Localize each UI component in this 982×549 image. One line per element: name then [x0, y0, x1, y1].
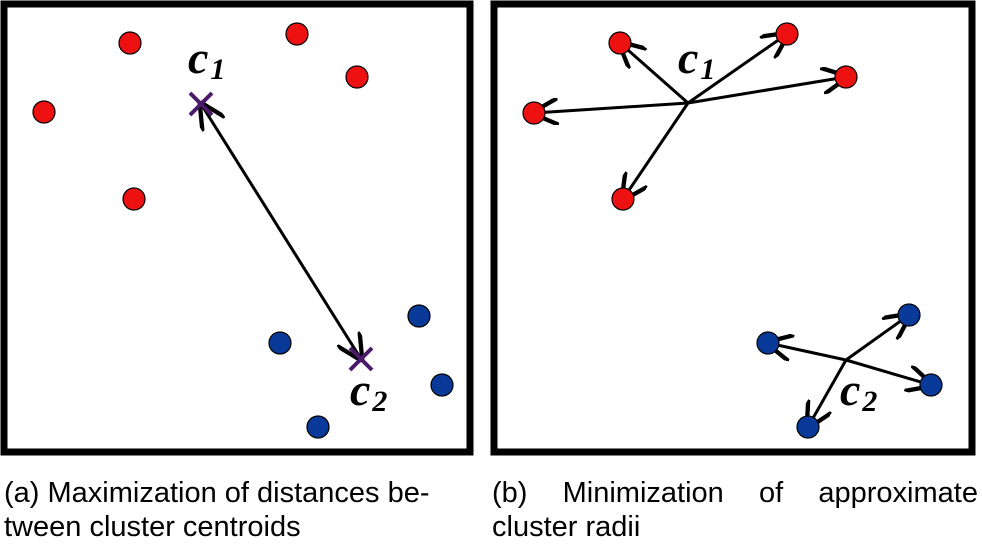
caption-b-word: (b): [492, 477, 528, 509]
blue-point: [430, 373, 454, 397]
centroid-2-marker: [348, 346, 374, 372]
red-point: [32, 100, 56, 124]
caption-a-line-1: (a) Maximization of distances be-: [4, 477, 430, 509]
caption-a: (a) Maximization of distances be- tween …: [4, 476, 490, 544]
blue-point: [919, 373, 943, 397]
red-point: [834, 65, 858, 89]
blue-point: [796, 415, 820, 439]
panel-b: c1 c2: [490, 0, 976, 456]
radius-line: [845, 315, 909, 362]
panel-a: c1 c2: [0, 0, 474, 456]
radius-line: [623, 102, 690, 199]
centroid-1-label: c1: [678, 32, 715, 86]
caption-b-line-1: (b) Minimization of approximate: [492, 476, 978, 510]
panel-a-frame: [0, 0, 474, 456]
panel-b-red-radii: [534, 34, 846, 199]
caption-b: (b) Minimization of approximate cluster …: [492, 476, 978, 544]
caption-b-word: of: [759, 477, 784, 509]
radius-line: [768, 343, 847, 362]
radius-line: [687, 34, 787, 105]
blue-point: [268, 331, 292, 355]
red-point: [522, 101, 546, 125]
centroid-2-label: c2: [350, 364, 387, 418]
centroid-1-marker: [188, 91, 214, 117]
red-point: [775, 22, 799, 46]
red-point: [285, 22, 309, 46]
red-point: [611, 187, 635, 211]
blue-point: [407, 304, 431, 328]
red-point: [608, 31, 632, 55]
radius-line: [687, 77, 846, 105]
caption-b-line-2: cluster radii: [492, 511, 641, 543]
caption-a-line-2: tween cluster centroids: [4, 511, 301, 543]
centroid-distance-arrow: [201, 104, 361, 359]
radius-line: [620, 43, 689, 105]
red-point: [345, 65, 369, 89]
figure-canvas: c1 c2: [0, 0, 976, 456]
centroid-2-label: c2: [840, 364, 877, 418]
radius-line: [534, 103, 689, 113]
caption-b-word: Minimization: [562, 477, 724, 509]
blue-point: [897, 303, 921, 327]
centroid-1-label: c1: [188, 32, 225, 86]
red-point: [118, 31, 142, 55]
blue-point: [756, 331, 780, 355]
panel-b-blue-radii: [768, 315, 931, 427]
panel-a-red-cluster: [32, 22, 369, 211]
panel-b-blue-cluster: [756, 303, 943, 439]
red-point: [122, 187, 146, 211]
blue-point: [306, 415, 330, 439]
radius-line: [845, 358, 931, 385]
panel-b-red-cluster: [522, 22, 858, 211]
caption-b-word: approximate: [818, 477, 978, 509]
panel-b-frame: [490, 0, 976, 456]
radius-line: [808, 359, 848, 427]
